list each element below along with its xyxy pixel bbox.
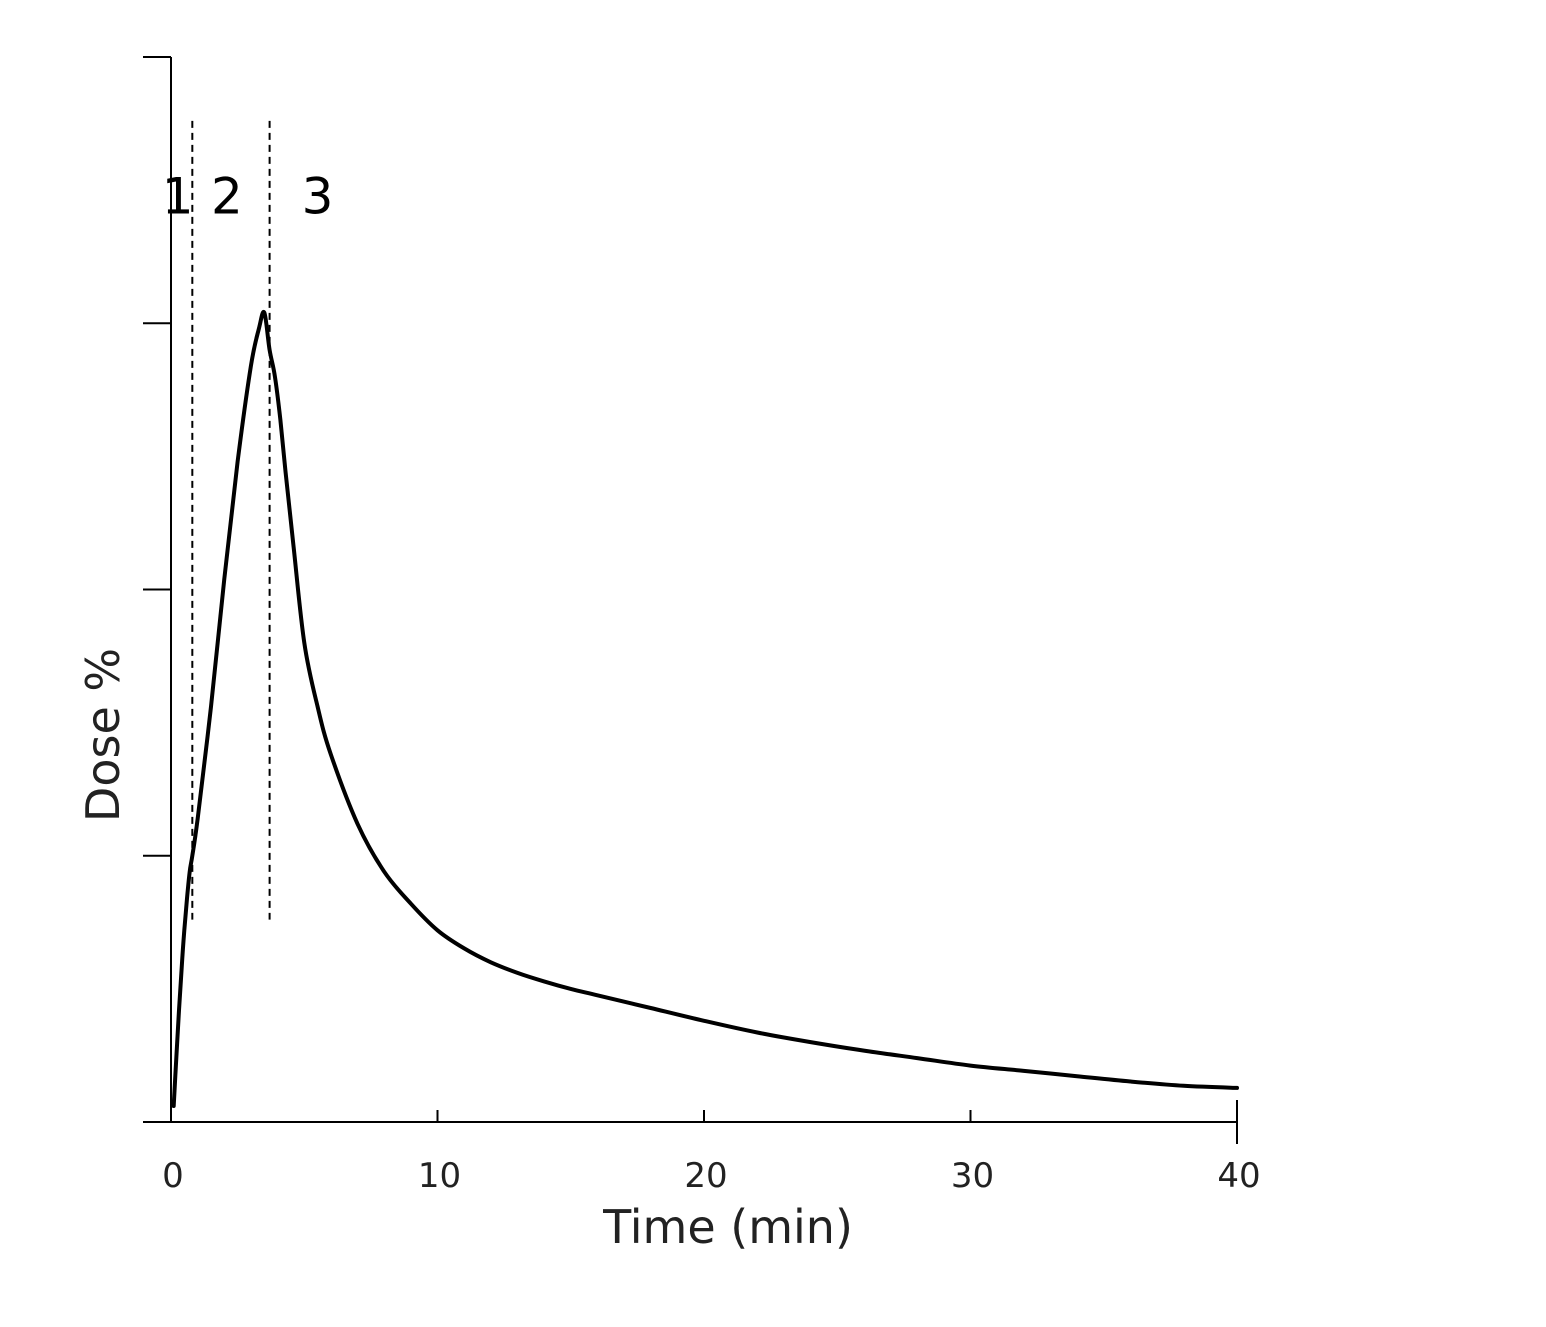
x-tick-label: 0	[162, 1156, 184, 1196]
x-axis-label: Time (min)	[602, 1200, 853, 1254]
axes: 0 10 20 30 40	[143, 56, 1261, 1196]
x-tick-label: 40	[1217, 1156, 1260, 1196]
y-axis-label: Dose %	[76, 648, 130, 822]
phase-label: 2	[211, 167, 243, 225]
phase-label: 3	[302, 167, 334, 225]
x-tick-label: 30	[951, 1156, 994, 1196]
dose-curve	[171, 309, 1239, 1108]
series-group	[171, 309, 1239, 1108]
phase-boundaries	[191, 120, 271, 920]
x-tick-label: 10	[418, 1156, 461, 1196]
x-tick-label: 20	[684, 1156, 727, 1196]
phase-label: 1	[162, 167, 194, 225]
